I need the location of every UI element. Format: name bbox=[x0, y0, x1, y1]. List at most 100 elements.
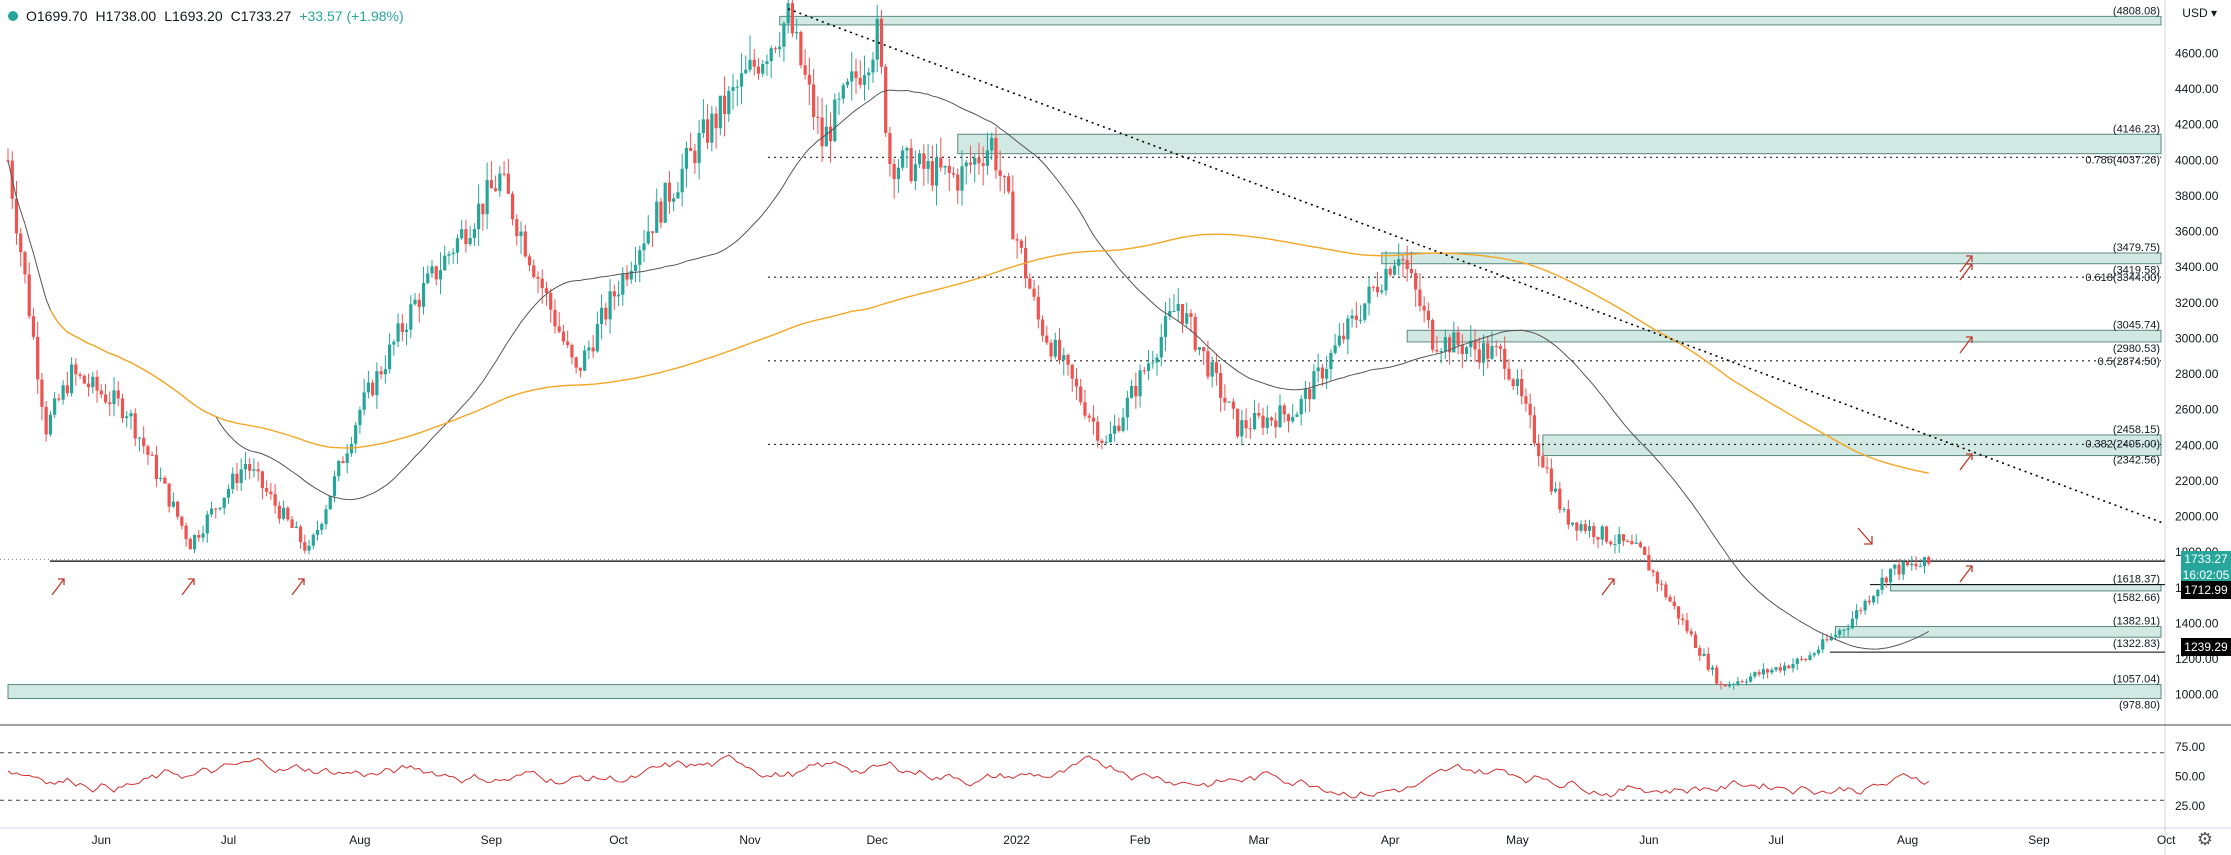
candle-body bbox=[739, 73, 744, 87]
candle-body bbox=[129, 413, 133, 417]
candle-body bbox=[1320, 367, 1324, 379]
sr-zone bbox=[957, 133, 2162, 155]
candle-body bbox=[1002, 175, 1006, 177]
candle-body bbox=[939, 157, 943, 168]
time-tick-label: Aug bbox=[1897, 833, 1918, 847]
zone-label-bottom: (2980.53) bbox=[2113, 343, 2160, 355]
candle-body bbox=[714, 113, 718, 129]
candle-body bbox=[532, 265, 536, 277]
candle-body bbox=[621, 273, 625, 295]
annotation-arrow-up bbox=[181, 578, 195, 596]
time-tick-label: Sep bbox=[481, 833, 503, 847]
candle-body bbox=[718, 95, 722, 129]
candle-body bbox=[1676, 606, 1681, 619]
candle-body bbox=[1464, 347, 1469, 354]
candle-body bbox=[1528, 403, 1532, 416]
candle-body bbox=[1231, 401, 1235, 409]
candle-body bbox=[1579, 524, 1583, 531]
candle-body bbox=[1337, 335, 1341, 346]
candle-body bbox=[947, 165, 951, 174]
candle-body bbox=[103, 394, 108, 403]
annotation-arrow-up bbox=[1959, 336, 1973, 354]
candle-body bbox=[464, 229, 468, 245]
candle-body bbox=[896, 167, 900, 180]
zone-label-top: (4146.23) bbox=[2113, 123, 2160, 135]
candle-body bbox=[1286, 414, 1291, 422]
rsi-tick-label: 50.00 bbox=[2175, 770, 2205, 784]
price-tick-label: 3400.00 bbox=[2175, 260, 2219, 274]
annotation-arrow-up bbox=[1959, 565, 1973, 583]
candle-body bbox=[1872, 596, 1876, 603]
candle-body bbox=[328, 496, 332, 510]
candle-body bbox=[722, 95, 727, 114]
candle-body bbox=[1040, 319, 1045, 336]
zone-label-bottom: 0.382(2405.00) bbox=[2085, 439, 2160, 451]
candle-body bbox=[14, 198, 19, 234]
price-tick-label: 2000.00 bbox=[2175, 510, 2219, 524]
candle-body bbox=[53, 398, 57, 415]
candle-body bbox=[44, 406, 48, 435]
candle-body bbox=[294, 526, 298, 528]
candle-body bbox=[1723, 684, 1727, 687]
candle-body bbox=[510, 193, 515, 220]
time-tick-label: Oct bbox=[609, 833, 628, 847]
candle-body bbox=[150, 454, 154, 456]
candle-body bbox=[1431, 320, 1435, 350]
current-price: 1733.27 bbox=[2184, 552, 2228, 566]
annotation-arrow-up bbox=[51, 578, 65, 596]
time-tick-label: Sep bbox=[2028, 833, 2050, 847]
candle-body bbox=[1829, 636, 1833, 641]
candle-body bbox=[574, 357, 578, 368]
candle-body bbox=[426, 273, 430, 283]
candle-body bbox=[591, 347, 595, 352]
candle-body bbox=[769, 48, 773, 62]
candle-body bbox=[1155, 357, 1159, 363]
candle-body bbox=[578, 367, 582, 371]
candle-body bbox=[1520, 378, 1524, 397]
candle-body bbox=[1486, 343, 1490, 359]
candle-body bbox=[1821, 639, 1825, 650]
candle-body bbox=[519, 231, 523, 237]
candle-body bbox=[1672, 601, 1676, 607]
candle-body bbox=[1626, 541, 1630, 543]
candle-body bbox=[1087, 415, 1091, 418]
settings-gear-icon[interactable]: ⚙ bbox=[2196, 829, 2213, 849]
candle-body bbox=[689, 147, 693, 151]
candle-body bbox=[1350, 315, 1354, 319]
candle-body bbox=[731, 87, 735, 91]
candle-body bbox=[549, 292, 553, 310]
candle-body bbox=[1477, 349, 1481, 363]
candle-body bbox=[909, 148, 913, 182]
price-tick-label: 2800.00 bbox=[2175, 367, 2219, 381]
candle-body bbox=[142, 437, 146, 447]
candle-body bbox=[252, 469, 256, 471]
sr-zone bbox=[7, 684, 2162, 699]
candle-body bbox=[1613, 544, 1617, 546]
candle-body bbox=[727, 90, 731, 114]
candle-body bbox=[1138, 370, 1142, 397]
candle-body bbox=[1130, 385, 1134, 398]
candle-body bbox=[803, 65, 807, 75]
candle-body bbox=[1388, 268, 1392, 275]
price-tick-label: 4000.00 bbox=[2175, 153, 2219, 167]
candle-body bbox=[1074, 378, 1079, 387]
candle-body bbox=[371, 382, 375, 396]
candle-body bbox=[1617, 534, 1621, 545]
candle-body bbox=[858, 77, 862, 85]
candle-body bbox=[324, 509, 328, 524]
candle-body bbox=[701, 119, 705, 134]
candle-body bbox=[303, 542, 307, 551]
candle-body bbox=[854, 71, 858, 78]
candle-body bbox=[934, 157, 939, 186]
currency-selector[interactable]: USD ▾ bbox=[2182, 6, 2217, 20]
candle-body bbox=[269, 491, 273, 495]
candle-body bbox=[36, 336, 40, 380]
zone-label-bottom: 0.786(4037.26) bbox=[2085, 155, 2160, 167]
zone-label-bottom: (3419.58) bbox=[2113, 265, 2160, 277]
candle-body bbox=[1719, 683, 1723, 685]
high-value: H1738.00 bbox=[95, 8, 157, 24]
candle-body bbox=[1795, 658, 1799, 664]
time-tick-label: Aug bbox=[349, 833, 370, 847]
candle-body bbox=[1295, 414, 1299, 417]
